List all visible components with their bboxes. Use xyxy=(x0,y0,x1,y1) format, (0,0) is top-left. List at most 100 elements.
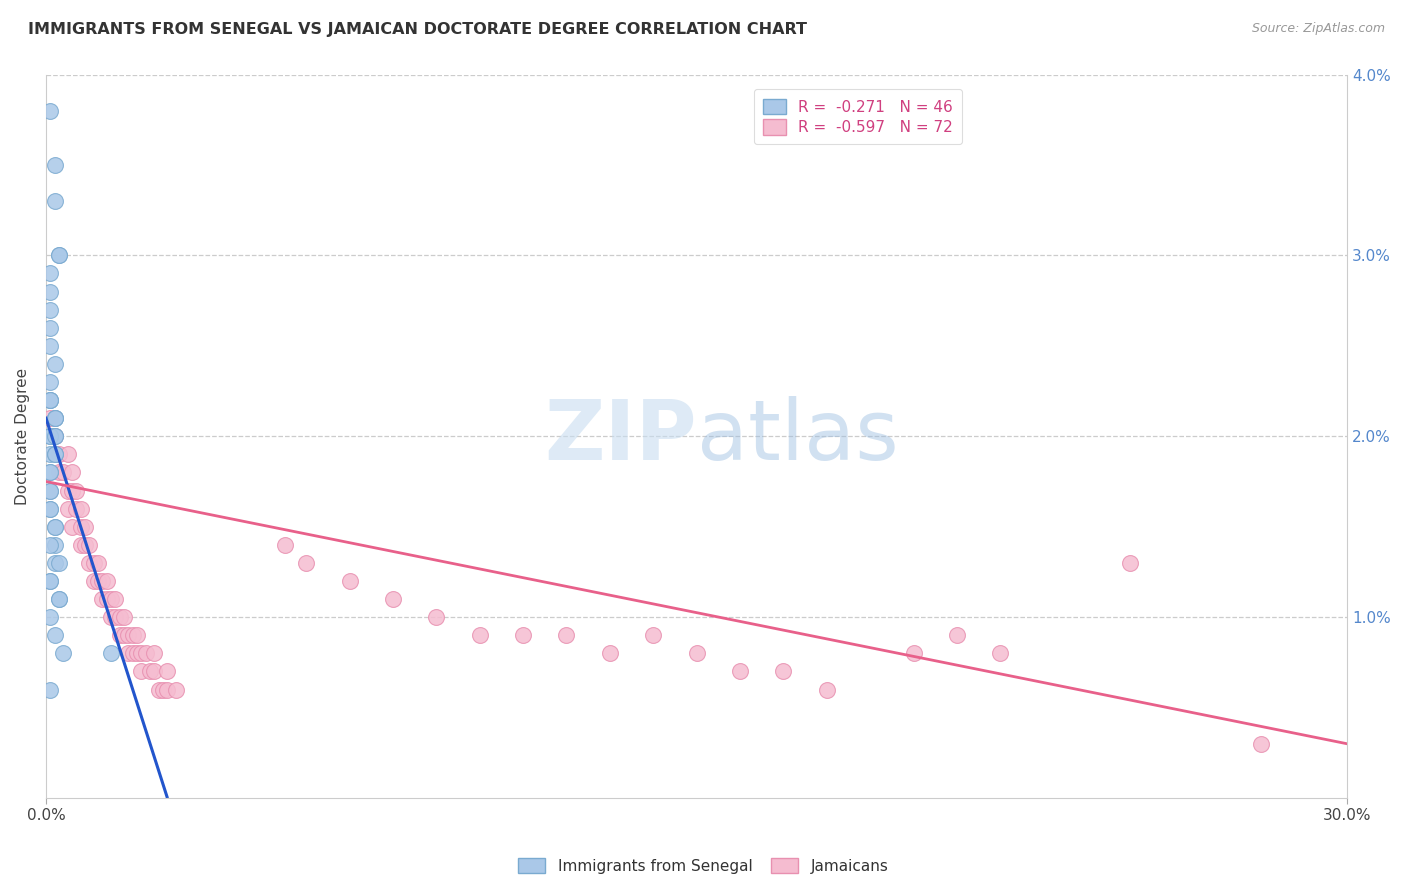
Point xyxy=(125,646,148,660)
Point xyxy=(156,665,179,679)
Point xyxy=(685,646,707,660)
Point xyxy=(44,447,66,461)
Point xyxy=(39,411,62,425)
Point xyxy=(39,429,62,443)
Point xyxy=(39,574,62,588)
Point xyxy=(44,429,66,443)
Point xyxy=(339,574,361,588)
Point xyxy=(100,610,122,624)
Point xyxy=(39,538,62,552)
Point xyxy=(135,646,157,660)
Point xyxy=(44,429,66,443)
Point xyxy=(39,320,62,334)
Point xyxy=(83,574,105,588)
Point xyxy=(599,646,621,660)
Point xyxy=(772,665,794,679)
Point xyxy=(44,447,66,461)
Point xyxy=(139,665,162,679)
Point xyxy=(39,466,62,480)
Point xyxy=(44,628,66,642)
Point xyxy=(60,520,83,534)
Point xyxy=(48,248,70,262)
Point xyxy=(52,466,75,480)
Point xyxy=(39,103,62,118)
Point xyxy=(73,520,96,534)
Point xyxy=(39,610,62,624)
Point xyxy=(48,447,70,461)
Point xyxy=(425,610,447,624)
Point xyxy=(131,646,153,660)
Point xyxy=(39,393,62,408)
Point xyxy=(39,429,62,443)
Point xyxy=(39,466,62,480)
Point xyxy=(96,592,118,607)
Point xyxy=(104,592,127,607)
Point xyxy=(48,248,70,262)
Point xyxy=(39,682,62,697)
Point xyxy=(988,646,1011,660)
Point xyxy=(48,592,70,607)
Point xyxy=(121,646,143,660)
Point xyxy=(131,665,153,679)
Point xyxy=(273,538,295,552)
Point xyxy=(39,285,62,299)
Point xyxy=(44,411,66,425)
Point xyxy=(1250,737,1272,751)
Point xyxy=(112,628,135,642)
Point xyxy=(79,556,101,570)
Point xyxy=(65,501,87,516)
Point xyxy=(83,556,105,570)
Point xyxy=(48,592,70,607)
Point xyxy=(48,466,70,480)
Point xyxy=(156,682,179,697)
Point xyxy=(100,646,122,660)
Point xyxy=(143,665,166,679)
Point xyxy=(643,628,665,642)
Point xyxy=(87,574,110,588)
Point xyxy=(39,483,62,498)
Point xyxy=(100,592,122,607)
Point xyxy=(44,411,66,425)
Y-axis label: Doctorate Degree: Doctorate Degree xyxy=(15,368,30,505)
Point xyxy=(121,628,143,642)
Point xyxy=(44,520,66,534)
Point xyxy=(39,375,62,389)
Point xyxy=(117,646,139,660)
Point xyxy=(69,520,91,534)
Point xyxy=(79,538,101,552)
Point xyxy=(39,393,62,408)
Point xyxy=(69,501,91,516)
Point xyxy=(48,556,70,570)
Point xyxy=(87,556,110,570)
Point xyxy=(52,646,75,660)
Point xyxy=(125,628,148,642)
Point xyxy=(56,501,79,516)
Point xyxy=(152,682,174,697)
Point xyxy=(44,194,66,208)
Text: IMMIGRANTS FROM SENEGAL VS JAMAICAN DOCTORATE DEGREE CORRELATION CHART: IMMIGRANTS FROM SENEGAL VS JAMAICAN DOCT… xyxy=(28,22,807,37)
Point xyxy=(44,520,66,534)
Point xyxy=(117,628,139,642)
Point xyxy=(73,538,96,552)
Point xyxy=(946,628,969,642)
Point xyxy=(44,556,66,570)
Point xyxy=(815,682,838,697)
Point xyxy=(108,628,131,642)
Point xyxy=(44,411,66,425)
Point xyxy=(56,483,79,498)
Point xyxy=(44,357,66,371)
Text: ZIP: ZIP xyxy=(544,396,696,477)
Point xyxy=(512,628,534,642)
Point xyxy=(143,646,166,660)
Point xyxy=(1119,556,1142,570)
Point xyxy=(382,592,405,607)
Point xyxy=(555,628,578,642)
Legend: R =  -0.271   N = 46, R =  -0.597   N = 72: R = -0.271 N = 46, R = -0.597 N = 72 xyxy=(754,89,962,145)
Point xyxy=(903,646,925,660)
Point xyxy=(104,610,127,624)
Point xyxy=(96,574,118,588)
Point xyxy=(65,483,87,498)
Text: atlas: atlas xyxy=(696,396,898,477)
Point xyxy=(39,302,62,317)
Point xyxy=(39,393,62,408)
